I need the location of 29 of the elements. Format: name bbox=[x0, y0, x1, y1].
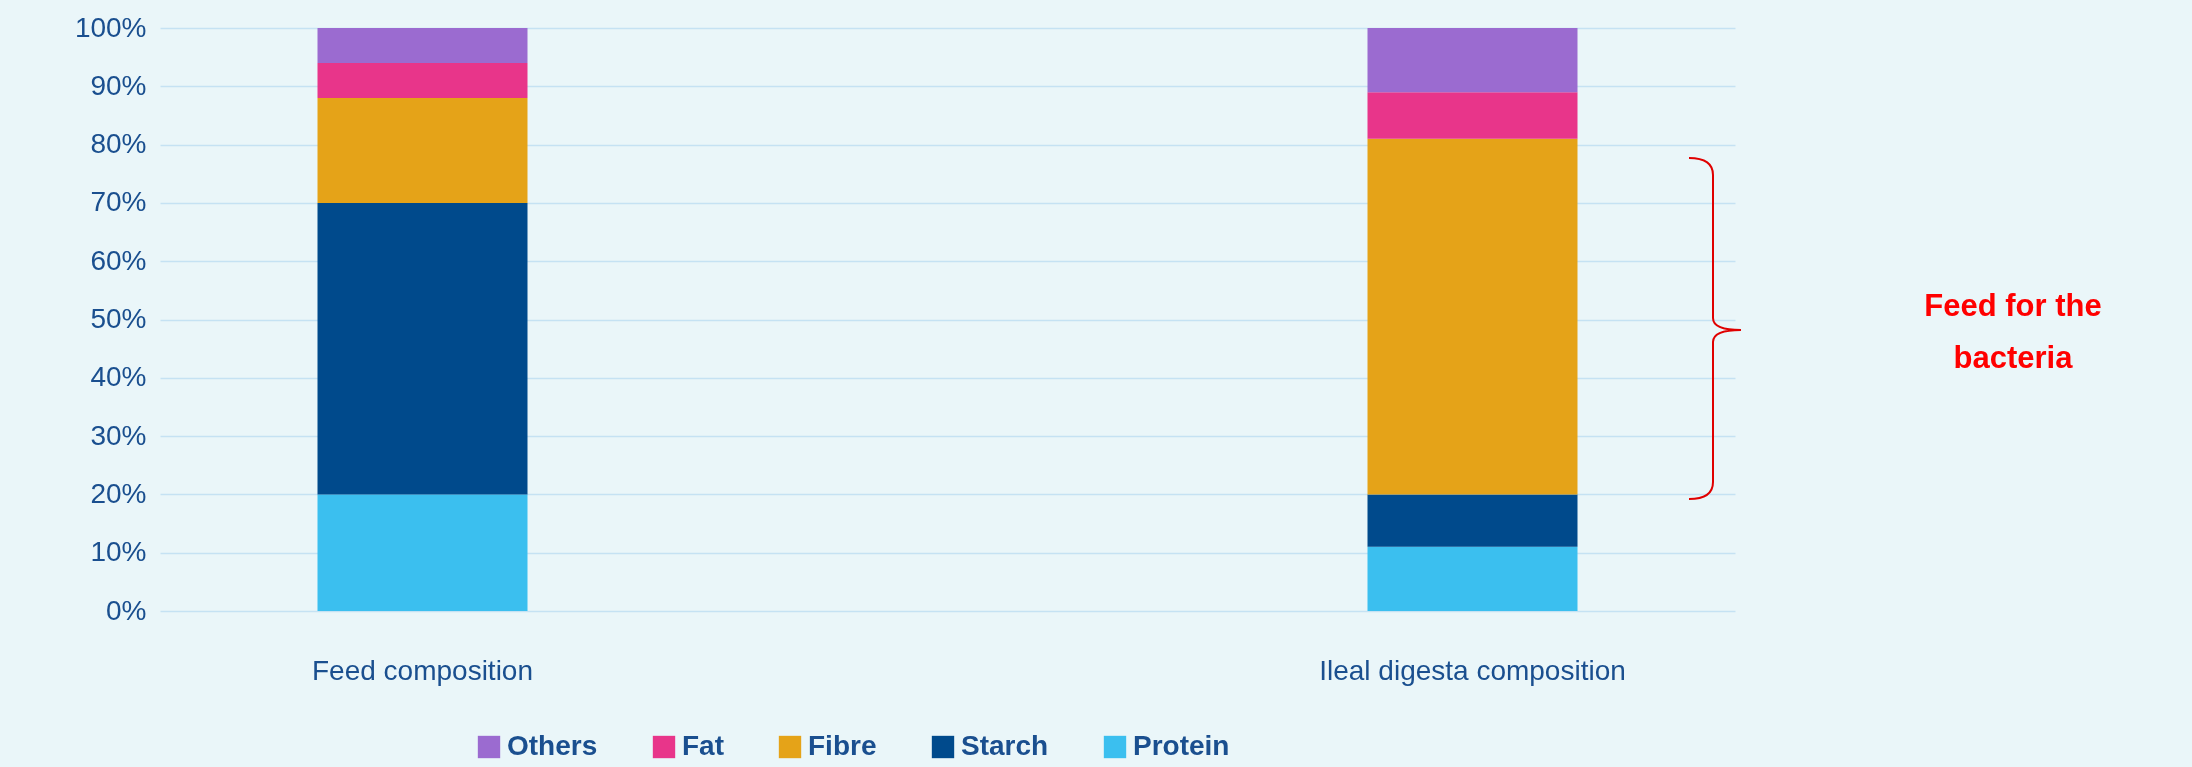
text: Feed for the bacteria bbox=[1923, 287, 2103, 377]
x-tick-label: Feed composition bbox=[311, 654, 534, 686]
y-tick-label: 70% bbox=[90, 186, 147, 218]
y-tick-label: 10% bbox=[90, 536, 147, 568]
bar bbox=[317, 494, 528, 611]
y-tick-label: 50% bbox=[90, 303, 147, 334]
bar bbox=[317, 62, 528, 98]
bar bbox=[317, 202, 528, 495]
bar bbox=[317, 97, 528, 203]
bar bbox=[1367, 138, 1578, 495]
bar bbox=[1367, 28, 1578, 93]
legend-label: Others bbox=[507, 730, 598, 761]
legend-label: Starch bbox=[961, 730, 1049, 761]
y-tick-label: 20% bbox=[90, 477, 147, 509]
bar bbox=[1367, 546, 1578, 611]
y-tick-label: 40% bbox=[90, 361, 147, 393]
legend-label: Protein bbox=[1133, 730, 1230, 761]
y-tick-label: 30% bbox=[90, 419, 147, 451]
bar bbox=[317, 28, 528, 63]
legend-label: Fat bbox=[682, 730, 724, 761]
x-tick-label: Ileal digesta composition bbox=[1319, 654, 1626, 686]
y-tick-label: 0% bbox=[106, 594, 147, 626]
bar bbox=[1367, 92, 1578, 139]
y-tick-label: 90% bbox=[90, 69, 147, 101]
y-tick-label: 100% bbox=[74, 11, 147, 43]
bar bbox=[1367, 494, 1578, 547]
legend-label: Fibre bbox=[808, 730, 877, 761]
y-tick-label: 60% bbox=[90, 244, 147, 276]
y-tick-label: 80% bbox=[90, 128, 147, 160]
